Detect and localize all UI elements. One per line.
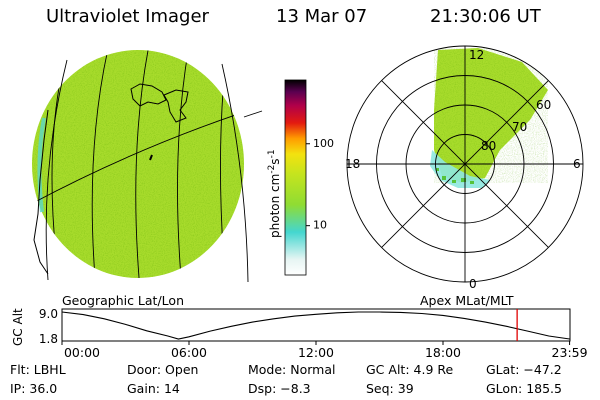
polar-labels: 12 18 6 0 60 70 80 bbox=[345, 48, 581, 291]
info-mode: Mode: Normal bbox=[248, 362, 336, 377]
polar-axis-diagonal bbox=[381, 80, 549, 248]
meridian-line bbox=[91, 50, 111, 278]
x-tick-label: 23:59 bbox=[552, 345, 588, 360]
auroral-oval-noise bbox=[434, 48, 548, 183]
colorbar-gradient bbox=[284, 79, 307, 276]
polar-grid bbox=[346, 45, 584, 283]
globe-image bbox=[32, 50, 263, 283]
x-tick-label: 12:00 bbox=[298, 345, 334, 360]
altitude-ytick-top: 9.0 bbox=[39, 307, 58, 321]
x-tick-label: 06:00 bbox=[171, 345, 207, 360]
info-dsp: Dsp: −8.3 bbox=[248, 381, 311, 396]
polar-coords-label: Apex MLat/MLT bbox=[420, 293, 514, 308]
colorbar-tick-label: 10 bbox=[313, 219, 327, 232]
altitude-x-ticks bbox=[61, 341, 571, 345]
coastline-continent bbox=[33, 109, 49, 275]
coastlines bbox=[33, 83, 189, 275]
mlat-label-80: 80 bbox=[481, 139, 496, 153]
globe-noise bbox=[32, 50, 244, 278]
info-seq: Seq: 39 bbox=[366, 381, 414, 396]
x-tick-label: 00:00 bbox=[64, 345, 100, 360]
meridian-line bbox=[135, 50, 151, 278]
coastline-island bbox=[163, 89, 189, 123]
mlt-label-18: 18 bbox=[345, 157, 360, 171]
info-glon: GLon: 185.5 bbox=[486, 381, 562, 396]
globe-grid-outside bbox=[45, 59, 263, 283]
mlat-label-60: 60 bbox=[536, 98, 551, 112]
mlt-label-6: 6 bbox=[573, 157, 581, 171]
altitude-plot: GC Alt 9.0 1.8 bbox=[11, 307, 571, 346]
parallel-line bbox=[32, 109, 244, 211]
mlt-label-12: 12 bbox=[469, 48, 484, 62]
altitude-x-tick-labels: 00:00 06:00 12:00 18:00 23:59 bbox=[64, 345, 588, 360]
info-flt: Flt: LBHL bbox=[10, 362, 66, 377]
time-label: 21:30:06 UT bbox=[430, 6, 541, 27]
coastline-speck bbox=[149, 154, 153, 161]
instrument-title: Ultraviolet Imager bbox=[46, 6, 209, 27]
mlat-label-70: 70 bbox=[512, 120, 527, 134]
info-glat: GLat: −47.2 bbox=[486, 362, 562, 377]
info-gain: Gain: 14 bbox=[127, 381, 180, 396]
info-door: Door: Open bbox=[127, 362, 199, 377]
mlt-label-0: 0 bbox=[469, 277, 477, 291]
auroral-spots bbox=[436, 168, 474, 184]
colorbar: 100 10 photon cm-2s-1 bbox=[267, 79, 334, 276]
x-tick-label: 18:00 bbox=[425, 345, 461, 360]
globe-limb-glow bbox=[37, 117, 46, 213]
map-projection-label: Geographic Lat/Lon bbox=[62, 293, 184, 308]
colorbar-unit-label: photon cm-2s-1 bbox=[267, 149, 282, 238]
polar-image bbox=[430, 48, 548, 188]
info-ip: IP: 36.0 bbox=[10, 381, 58, 396]
coastline-island bbox=[130, 83, 167, 107]
polar-plot: 12 18 6 0 60 70 80 bbox=[345, 45, 584, 291]
meridian-line bbox=[177, 50, 191, 278]
altitude-ytick-bottom: 1.8 bbox=[39, 332, 58, 346]
info-gc-alt: GC Alt: 4.9 Re bbox=[366, 362, 454, 377]
altitude-series-line bbox=[61, 311, 570, 340]
colorbar-tick-label: 100 bbox=[313, 137, 334, 150]
altitude-axis-label: GC Alt bbox=[11, 308, 25, 346]
date-label: 13 Mar 07 bbox=[276, 6, 368, 27]
